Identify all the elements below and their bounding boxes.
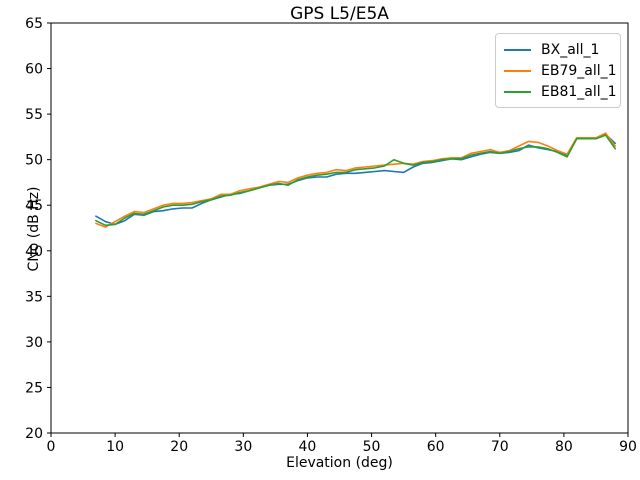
x-tick-label: 40 — [299, 439, 317, 455]
chart-title: GPS L5/E5A — [290, 4, 389, 24]
x-axis-label: Elevation (deg) — [286, 455, 393, 471]
x-tick-label: 10 — [106, 439, 124, 455]
y-axis-label: CNo (dB Hz) — [26, 186, 42, 272]
x-tick-label: 20 — [170, 439, 188, 455]
y-tick-label: 60 — [25, 62, 43, 78]
x-tick-label: 90 — [619, 439, 637, 455]
legend: BX_all_1 EB79_all_1 EB81_all_1 — [495, 33, 621, 108]
y-tick-label: 50 — [25, 153, 43, 169]
x-tick-label: 70 — [491, 439, 509, 455]
x-tick-label: 0 — [47, 439, 56, 455]
y-tick-label: 45 — [25, 198, 43, 214]
y-tick-label: 40 — [25, 244, 43, 260]
y-tick-label: 25 — [25, 380, 43, 396]
chart-line-EB79_all_1 — [95, 132, 617, 228]
legend-line-swatch — [504, 48, 531, 51]
legend-label: BX_all_1 — [541, 41, 600, 58]
x-tick-label: 60 — [427, 439, 445, 455]
x-tick-label: 30 — [234, 439, 252, 455]
axes-frame — [50, 22, 629, 434]
legend-item: BX_all_1 — [504, 39, 612, 60]
y-tick-label: 20 — [25, 426, 43, 442]
x-tick-label: 80 — [555, 439, 573, 455]
y-tick-label: 65 — [25, 16, 43, 32]
y-tick-label: 30 — [25, 335, 43, 351]
legend-line-swatch — [504, 69, 531, 72]
x-tick-label: 50 — [363, 439, 381, 455]
legend-item: EB81_all_1 — [504, 81, 617, 102]
y-tick-label: 35 — [25, 289, 43, 305]
y-tick-label: 55 — [25, 107, 43, 123]
legend-label: EB79_all_1 — [541, 62, 617, 79]
chart-line-EB81_all_1 — [95, 134, 617, 227]
legend-line-swatch — [504, 90, 531, 93]
legend-item: EB79_all_1 — [504, 60, 617, 81]
legend-label: EB81_all_1 — [541, 83, 617, 100]
chart-line-BX_all_1 — [95, 133, 617, 226]
